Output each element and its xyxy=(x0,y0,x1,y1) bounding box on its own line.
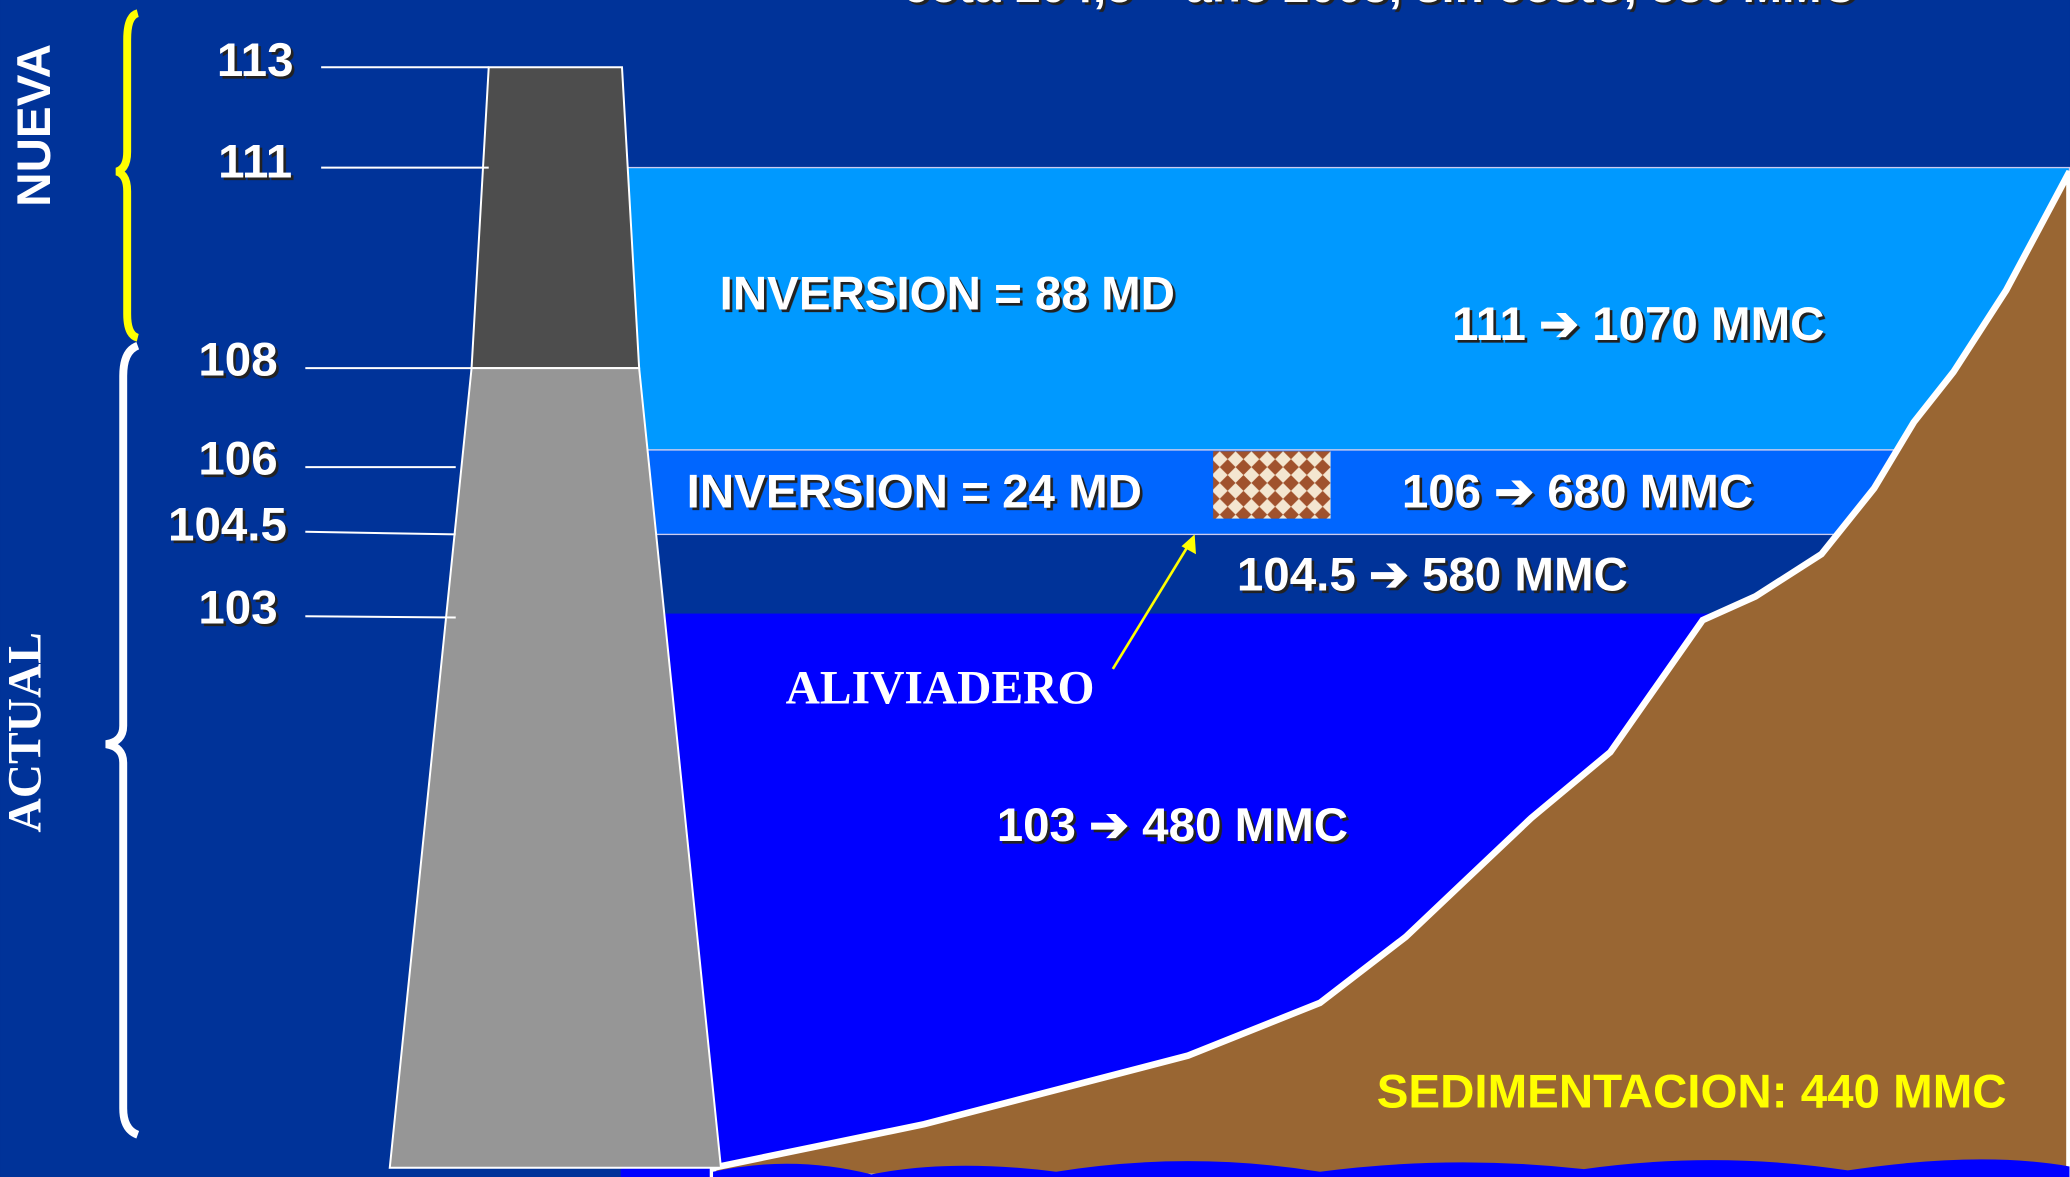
level-label: 111 xyxy=(218,135,292,188)
level-line xyxy=(305,615,456,619)
brace-label: ACTUAL xyxy=(0,632,51,833)
brace-label: NUEVA xyxy=(8,44,61,207)
dam-current xyxy=(388,367,723,1169)
level-label: 104.5 xyxy=(168,498,287,551)
level-lines xyxy=(305,66,489,619)
zone-volume: 103 ➔ 480 MMC xyxy=(997,799,1348,852)
spillway-arrow xyxy=(1111,542,1191,670)
water-106 xyxy=(620,449,2070,536)
zone-volume: 106 ➔ 680 MMC xyxy=(1402,465,1753,518)
level-line xyxy=(305,530,456,536)
brace-current xyxy=(105,341,140,1139)
dam-new xyxy=(470,66,641,370)
brace-new xyxy=(115,9,140,342)
water-111 xyxy=(620,166,2070,451)
level-label: 108 xyxy=(198,333,277,386)
spillway-gate xyxy=(1213,451,1331,519)
level-label: 103 xyxy=(198,581,277,634)
spillway-arrowhead xyxy=(1181,534,1196,555)
level-label: 113 xyxy=(217,34,294,87)
spillway-label: ALIVIADERO xyxy=(786,663,1095,715)
sedimentation-label: SEDIMENTACION: 440 MMC xyxy=(1377,1066,2007,1119)
title: cota 104,5 – año 2005, sin costo, 580 MM… xyxy=(903,0,1856,13)
river-bed xyxy=(713,1159,2070,1177)
level-label: 106 xyxy=(198,432,277,485)
zone-volume: 111 ➔ 1070 MMC xyxy=(1452,298,1825,351)
terrain xyxy=(709,169,2070,1177)
zone-investment: INVERSION = 24 MD xyxy=(687,465,1142,518)
zone-volume: 104.5 ➔ 580 MMC xyxy=(1237,548,1628,601)
zone-investment: INVERSION = 88 MD xyxy=(720,267,1175,320)
